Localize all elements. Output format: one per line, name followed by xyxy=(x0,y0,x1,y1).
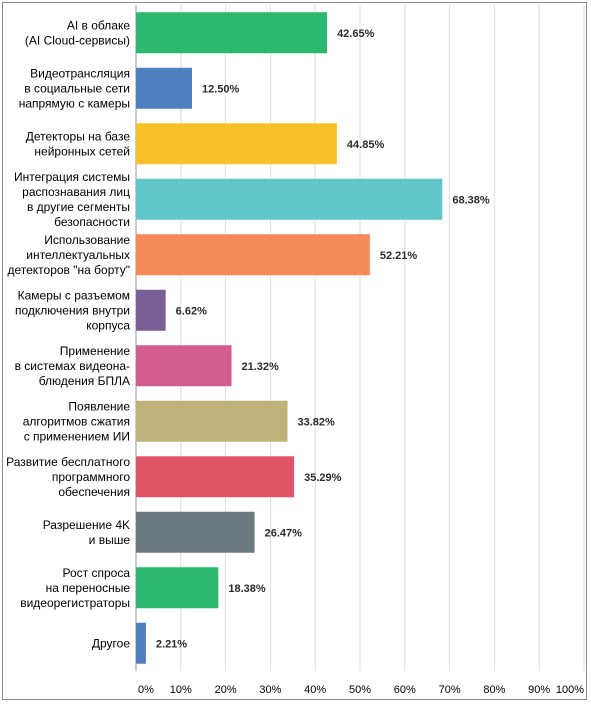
bar-value-label: 6.62% xyxy=(176,305,207,317)
bar xyxy=(136,12,328,54)
bar-value-label: 26.47% xyxy=(265,527,303,539)
category-label: Применение в системах видеона-блюдения БП… xyxy=(15,344,131,388)
bar-chart: 42.65% 12.50% 44.85% 68.38% 52.21% 6.62% 21.32… xyxy=(6,5,585,696)
bar-value-label: 12.50% xyxy=(202,83,240,95)
category-label: Развитие бесплатного программного обеспече… xyxy=(6,455,130,499)
gridlines xyxy=(135,5,585,671)
category-label: Видеотрансляция в социальные сети напрямую… xyxy=(19,66,130,110)
bar-value-label: 68.38% xyxy=(452,194,490,206)
bar-value-label: 52.21% xyxy=(380,250,418,262)
bar xyxy=(136,178,443,220)
x-tick-label: 70% xyxy=(439,684,461,696)
category-label: Появление алгоритмов сжатия с применением … xyxy=(23,399,131,443)
bar xyxy=(136,289,166,331)
category-label: Другое xyxy=(92,636,130,650)
bar xyxy=(136,622,146,664)
bar-value-label: 18.38% xyxy=(228,583,266,595)
category-label: AI в облаке (AI Cloud-сервисы) xyxy=(25,18,130,47)
bar xyxy=(136,67,192,109)
category-label: Использование интеллектуальных детекторов … xyxy=(7,233,130,277)
x-tick-label: 100% xyxy=(556,684,584,696)
category-label: Камеры с разъемом подключения внутри корпу… xyxy=(15,288,130,332)
x-axis-ticks: 0% 10% 20% 30% 40% 50% 60% 70% 80% 90% 100% xyxy=(138,684,584,696)
bar xyxy=(136,567,219,609)
x-tick-label: 10% xyxy=(170,684,192,696)
bar-value-label: 42.65% xyxy=(337,28,375,40)
x-tick-label: 60% xyxy=(394,684,416,696)
x-tick-label: 20% xyxy=(215,684,237,696)
x-tick-label: 80% xyxy=(483,684,505,696)
bar-value-label: 35.29% xyxy=(304,472,342,484)
bar xyxy=(136,511,255,553)
bar xyxy=(136,400,288,442)
category-label: Рост спроса на переносные видеорегистратор… xyxy=(20,566,130,610)
x-tick-label: 90% xyxy=(528,684,550,696)
bar-value-label: 33.82% xyxy=(298,416,336,428)
bar-value-label: 2.21% xyxy=(156,638,187,650)
bar-value-label: 44.85% xyxy=(347,139,385,151)
bar xyxy=(136,456,295,498)
x-tick-label: 50% xyxy=(349,684,371,696)
bar xyxy=(136,345,232,387)
value-labels: 42.65% 12.50% 44.85% 68.38% 52.21% 6.62% 21.32… xyxy=(156,28,490,651)
category-label: Разрешение 4K и выше xyxy=(43,518,131,547)
category-labels: AI в облаке (AI Cloud-сервисы) Видеотрансл… xyxy=(6,18,130,650)
bar-value-label: 21.32% xyxy=(242,361,280,373)
bar xyxy=(136,123,337,165)
x-tick-label: 30% xyxy=(259,684,281,696)
category-label: Детекторы на базе нейронных сетей xyxy=(26,129,131,158)
bar xyxy=(136,234,370,276)
x-tick-label: 40% xyxy=(304,684,326,696)
bars xyxy=(136,12,443,664)
x-tick-label: 0% xyxy=(138,684,154,696)
category-label: Интеграция системы распознавания лиц в дру… xyxy=(14,170,130,229)
